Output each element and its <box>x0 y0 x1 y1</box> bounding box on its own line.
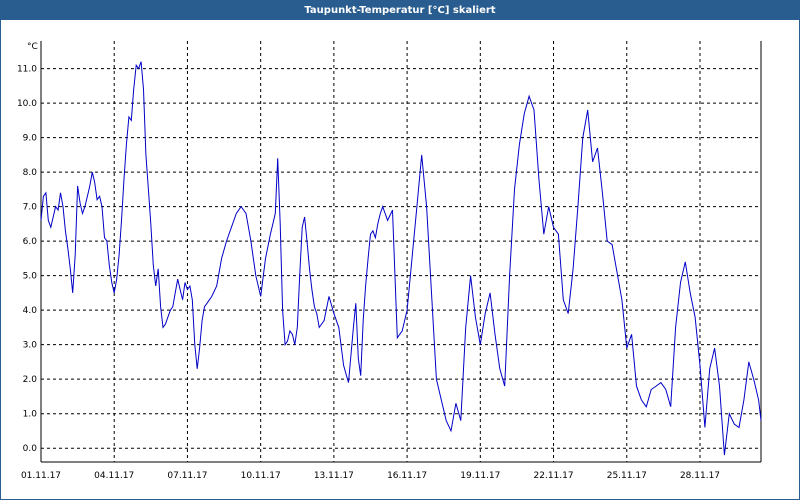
x-tick-label: 25.11.17 <box>607 471 647 481</box>
y-tick-label: 4.0 <box>23 306 38 316</box>
y-tick-label: 1.0 <box>23 410 38 420</box>
y-tick-label: 11.0 <box>17 65 37 75</box>
chart-area: 0.0 1.0 2.0 3.0 4.0 5.0 6.0 7.0 8.0 9.0 10.0 11.0 01… <box>17 41 762 481</box>
x-tick-label: 28.11.17 <box>680 471 720 481</box>
y-tick-label: 8.0 <box>23 168 38 178</box>
x-tick-label: 07.11.17 <box>167 471 207 481</box>
y-unit-label: °C <box>27 42 38 52</box>
y-tick-label: 5.0 <box>23 272 38 282</box>
y-tick-label: 10.0 <box>17 99 37 109</box>
x-tick-label: 01.11.17 <box>21 471 61 481</box>
x-tick-label: 19.11.17 <box>460 471 500 481</box>
y-tick-label: 6.0 <box>23 237 38 247</box>
y-tick-label: 3.0 <box>23 341 38 351</box>
chart-title: Taupunkt-Temperatur [°C] skaliert <box>1 1 799 20</box>
y-tick-label: 2.0 <box>23 375 38 385</box>
x-tick-label: 10.11.17 <box>241 471 281 481</box>
x-tick-label: 22.11.17 <box>534 471 574 481</box>
x-tick-label: 04.11.17 <box>94 471 134 481</box>
x-tick-label: 13.11.17 <box>314 471 354 481</box>
y-tick-label: 7.0 <box>23 203 38 213</box>
y-tick-label: 0.0 <box>23 444 38 454</box>
series-line <box>40 61 762 456</box>
x-tick-label: 16.11.17 <box>387 471 427 481</box>
y-tick-label: 9.0 <box>23 134 38 144</box>
